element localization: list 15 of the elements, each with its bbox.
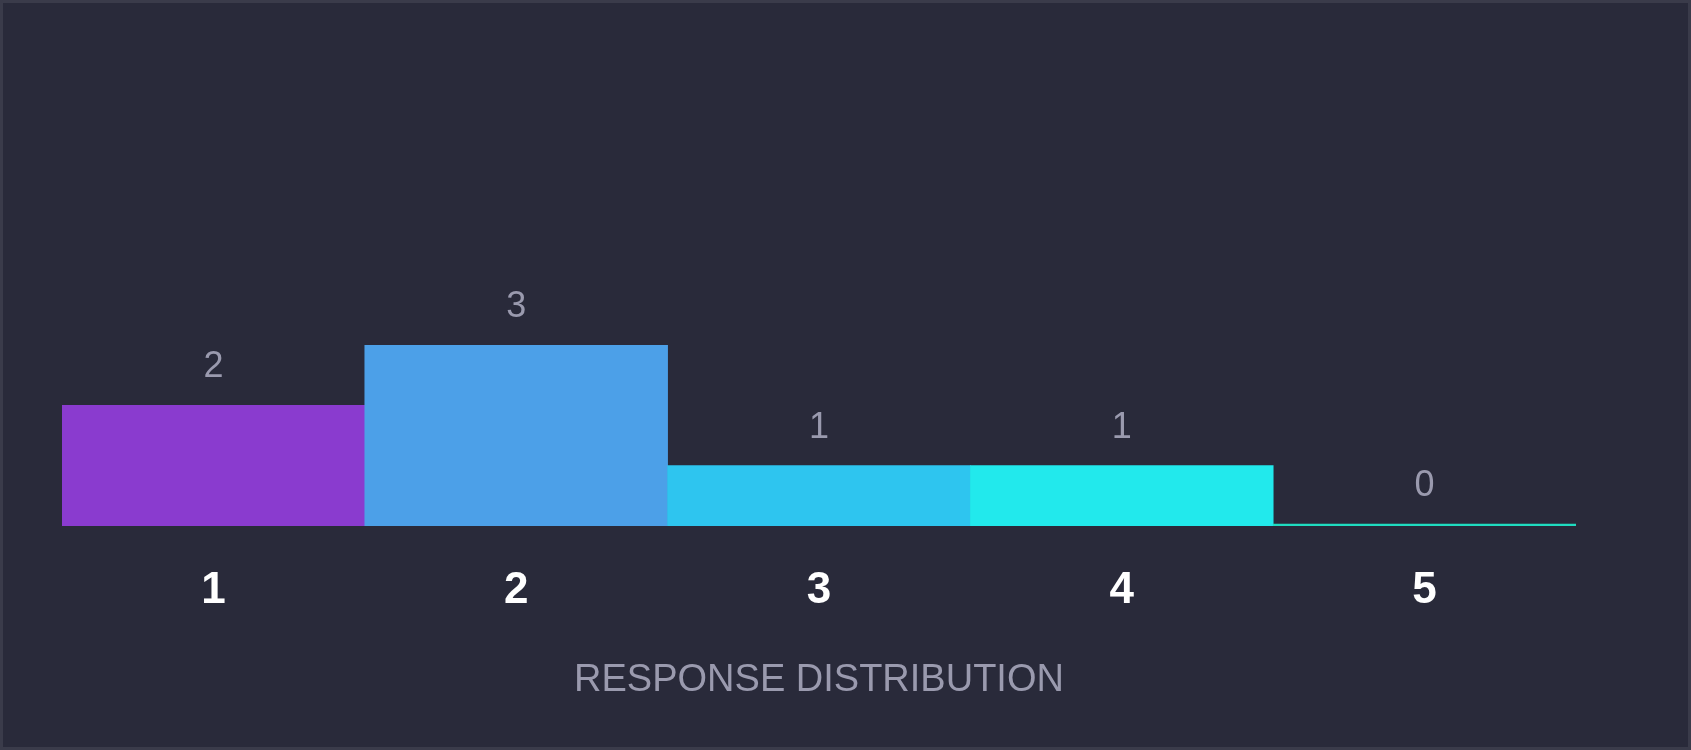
bar [364, 345, 668, 526]
data-label: 2 [203, 344, 224, 386]
bar [667, 465, 971, 526]
x-axis-title: RESPONSE DISTRIBUTION [574, 656, 1064, 699]
data-label: 1 [1111, 404, 1132, 446]
x-tick-label: 3 [806, 562, 832, 612]
data-label: 0 [1414, 462, 1435, 504]
bar [62, 405, 366, 526]
x-tick-label: 5 [1412, 562, 1437, 612]
bar [970, 465, 1274, 526]
data-label: 3 [506, 283, 527, 325]
x-tick-label: 2 [503, 562, 529, 612]
x-tick-label: 4 [1109, 562, 1135, 612]
x-tick-label: 1 [201, 562, 226, 612]
data-label: 1 [808, 404, 830, 446]
